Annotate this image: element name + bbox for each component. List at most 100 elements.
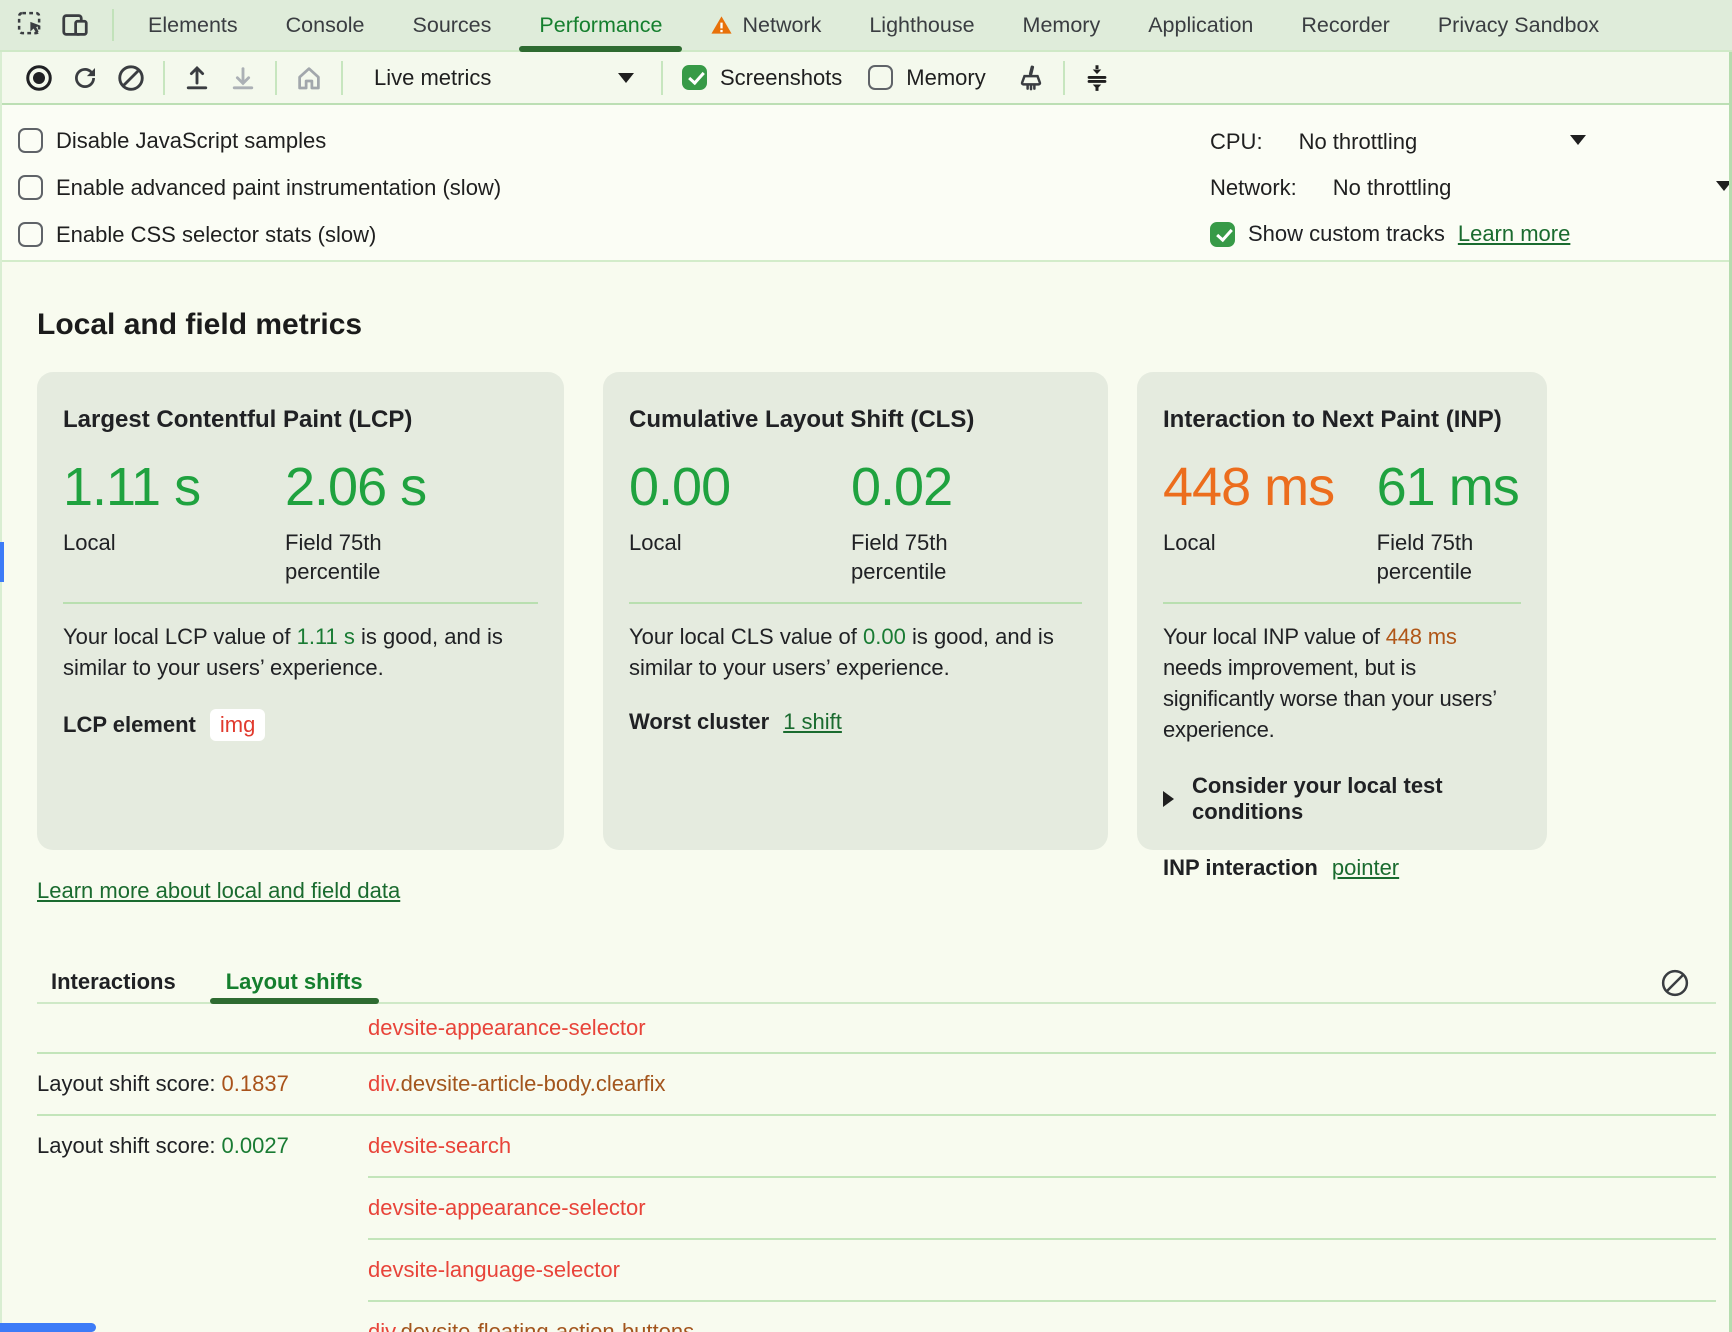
learn-more-field-data-link[interactable]: Learn more about local and field data (37, 878, 400, 904)
collect-garbage-icon[interactable] (1008, 58, 1054, 98)
lcp-field-label: Field 75th percentile (285, 528, 435, 586)
worst-cluster-link[interactable]: 1 shift (783, 709, 842, 735)
compress-arrows-icon[interactable] (1074, 58, 1120, 98)
layout-shift-row[interactable]: devsite-appearance-selector (37, 1004, 1716, 1052)
tab-sources[interactable]: Sources (389, 0, 516, 51)
panel-left-border (0, 52, 2, 1332)
tab-network[interactable]: Network (686, 0, 845, 51)
tab-label: Performance (539, 13, 662, 38)
inspect-icon[interactable] (14, 8, 48, 42)
memory-toggle[interactable]: Memory (868, 65, 985, 91)
layout-shift-row[interactable]: div.devsite-floating-action-buttons (37, 1302, 1716, 1332)
cls-local-label: Local (629, 528, 779, 557)
css-selector-stats-checkbox[interactable] (18, 222, 43, 247)
disable-js-samples-checkbox[interactable] (18, 128, 43, 153)
toolbar-separator (275, 61, 277, 95)
tab-recorder[interactable]: Recorder (1277, 0, 1413, 51)
expand-triangle-icon (1163, 791, 1174, 807)
view-mode-select[interactable]: Live metrics (352, 58, 652, 98)
lcp-field-value: 2.06 s (285, 456, 435, 518)
active-tab-underline (210, 998, 379, 1004)
tab-interactions[interactable]: Interactions (43, 962, 184, 1002)
cls-description: Your local CLS value of 0.00 is good, an… (629, 621, 1081, 683)
tab-label: Network (742, 13, 821, 38)
devtools-performance-panel: { "colors": { "accent_green": "#157f2e",… (0, 0, 1732, 1332)
node-link[interactable]: devsite-appearance-selector (368, 1195, 646, 1220)
node-link[interactable]: devsite-search (368, 1133, 511, 1158)
tab-label: Console (286, 13, 365, 38)
layout-shift-row[interactable]: Layout shift score:0.1837 div.devsite-ar… (37, 1054, 1716, 1114)
inp-description: Your local INP value of 448 ms needs imp… (1163, 621, 1521, 745)
tab-memory[interactable]: Memory (999, 0, 1125, 51)
tab-privacy-sandbox[interactable]: Privacy Sandbox (1414, 0, 1623, 51)
device-toolbar-icon[interactable] (58, 8, 92, 42)
clear-button[interactable] (108, 58, 154, 98)
tab-label: Interactions (51, 969, 176, 995)
inp-card: Interaction to Next Paint (INP) 448 ms L… (1137, 372, 1547, 850)
record-button[interactable] (16, 58, 62, 98)
horizontal-scrollbar-thumb[interactable] (0, 1323, 96, 1332)
chevron-down-icon (1570, 135, 1586, 145)
screenshots-checkbox[interactable] (682, 65, 707, 90)
show-custom-tracks-toggle[interactable]: Show custom tracks Learn more (1210, 221, 1570, 247)
layout-shift-row[interactable]: devsite-appearance-selector (37, 1178, 1716, 1238)
chevron-down-icon (618, 73, 634, 83)
reload-record-button[interactable] (62, 58, 108, 98)
consider-conditions-expander[interactable]: Consider your local test conditions (1163, 773, 1521, 825)
log-tabs: Interactions Layout shifts (37, 962, 1716, 1004)
inp-field-label: Field 75th percentile (1377, 528, 1521, 586)
advanced-paint-checkbox[interactable] (18, 175, 43, 200)
tab-label: Lighthouse (869, 13, 974, 38)
cls-field-value: 0.02 (851, 456, 1001, 518)
tab-performance[interactable]: Performance (515, 0, 686, 51)
lcp-card: Largest Contentful Paint (LCP) 1.11 s Lo… (37, 372, 564, 850)
lcp-element-label: LCP element (63, 712, 196, 738)
lcp-description: Your local LCP value of 1.11 s is good, … (63, 621, 505, 683)
view-mode-label: Live metrics (374, 65, 491, 91)
tab-console[interactable]: Console (262, 0, 389, 51)
node-link[interactable]: div.devsite-floating-action-buttons (368, 1319, 694, 1332)
network-value: No throttling (1333, 175, 1452, 201)
show-custom-tracks-checkbox[interactable] (1210, 222, 1235, 247)
node-link[interactable]: div.devsite-article-body.clearfix (368, 1071, 666, 1097)
node-link[interactable]: devsite-language-selector (368, 1257, 620, 1282)
screenshots-toggle[interactable]: Screenshots (682, 65, 842, 91)
inp-local-value: 448 ms (1163, 456, 1377, 518)
toolbar-separator (341, 61, 343, 95)
tab-elements[interactable]: Elements (124, 0, 262, 51)
network-throttling-select[interactable]: Network: No throttling (1210, 171, 1726, 205)
cls-field-label: Field 75th percentile (851, 528, 1001, 586)
cls-card: Cumulative Layout Shift (CLS) 0.00 Local… (603, 372, 1108, 850)
events-log: Interactions Layout shifts devsite-appea… (37, 962, 1732, 1332)
vertical-scroll-indicator[interactable] (0, 542, 4, 582)
show-custom-tracks-label: Show custom tracks (1248, 221, 1445, 247)
devtools-tabbar: Elements Console Sources Performance Net… (0, 0, 1732, 52)
save-profile-icon[interactable] (220, 58, 266, 98)
cpu-throttling-select[interactable]: CPU: No throttling (1210, 125, 1592, 159)
warning-icon (710, 14, 733, 37)
disable-js-samples-label: Disable JavaScript samples (56, 128, 326, 154)
lcp-element-node-link[interactable]: img (210, 709, 265, 741)
layout-shift-row[interactable]: devsite-language-selector (37, 1240, 1716, 1300)
network-label: Network: (1210, 175, 1297, 201)
node-link[interactable]: devsite-appearance-selector (368, 1015, 646, 1040)
tabbar-separator (112, 9, 114, 41)
tab-label: Privacy Sandbox (1438, 13, 1599, 38)
custom-tracks-learn-more-link[interactable]: Learn more (1458, 221, 1571, 247)
card-divider (63, 602, 538, 604)
inp-interaction-link[interactable]: pointer (1332, 855, 1399, 881)
tab-application[interactable]: Application (1124, 0, 1277, 51)
clear-log-icon[interactable] (1658, 966, 1692, 1000)
worst-cluster-label: Worst cluster (629, 709, 769, 735)
tab-lighthouse[interactable]: Lighthouse (845, 0, 998, 51)
shift-score: Layout shift score:0.1837 (37, 1071, 368, 1097)
toolbar-separator (163, 61, 165, 95)
home-icon[interactable] (286, 58, 332, 98)
tab-label: Layout shifts (226, 969, 363, 995)
card-divider (629, 602, 1082, 604)
layout-shift-row[interactable]: Layout shift score:0.0027 devsite-search (37, 1116, 1716, 1176)
memory-checkbox[interactable] (868, 65, 893, 90)
tab-layout-shifts[interactable]: Layout shifts (218, 962, 371, 1002)
tab-label: Memory (1023, 13, 1101, 38)
load-profile-icon[interactable] (174, 58, 220, 98)
